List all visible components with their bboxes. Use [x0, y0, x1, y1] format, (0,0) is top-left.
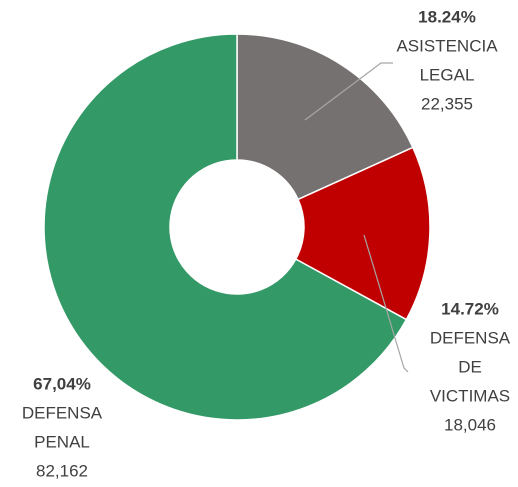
slice: [294, 146, 431, 321]
category-label: DEFENSA: [430, 328, 511, 347]
leader-line: [304, 62, 393, 121]
category-label: VICTIMAS: [430, 386, 510, 405]
category-label: LEGAL: [420, 65, 475, 84]
value-label: 18,046: [444, 415, 496, 434]
value-label: 22,355: [421, 94, 473, 113]
value-label: 82,162: [36, 461, 88, 480]
category-label: ASISTENCIA: [396, 36, 498, 55]
category-label: DEFENSA: [22, 403, 103, 422]
category-label: DE: [458, 357, 482, 376]
percent-label: 67,04%: [33, 374, 91, 393]
slice: [236, 33, 414, 201]
percent-label: 14.72%: [441, 299, 499, 318]
leader-line: [363, 234, 409, 373]
percent-label: 18.24%: [418, 7, 476, 26]
slice: [43, 33, 408, 421]
category-label: PENAL: [34, 432, 90, 451]
